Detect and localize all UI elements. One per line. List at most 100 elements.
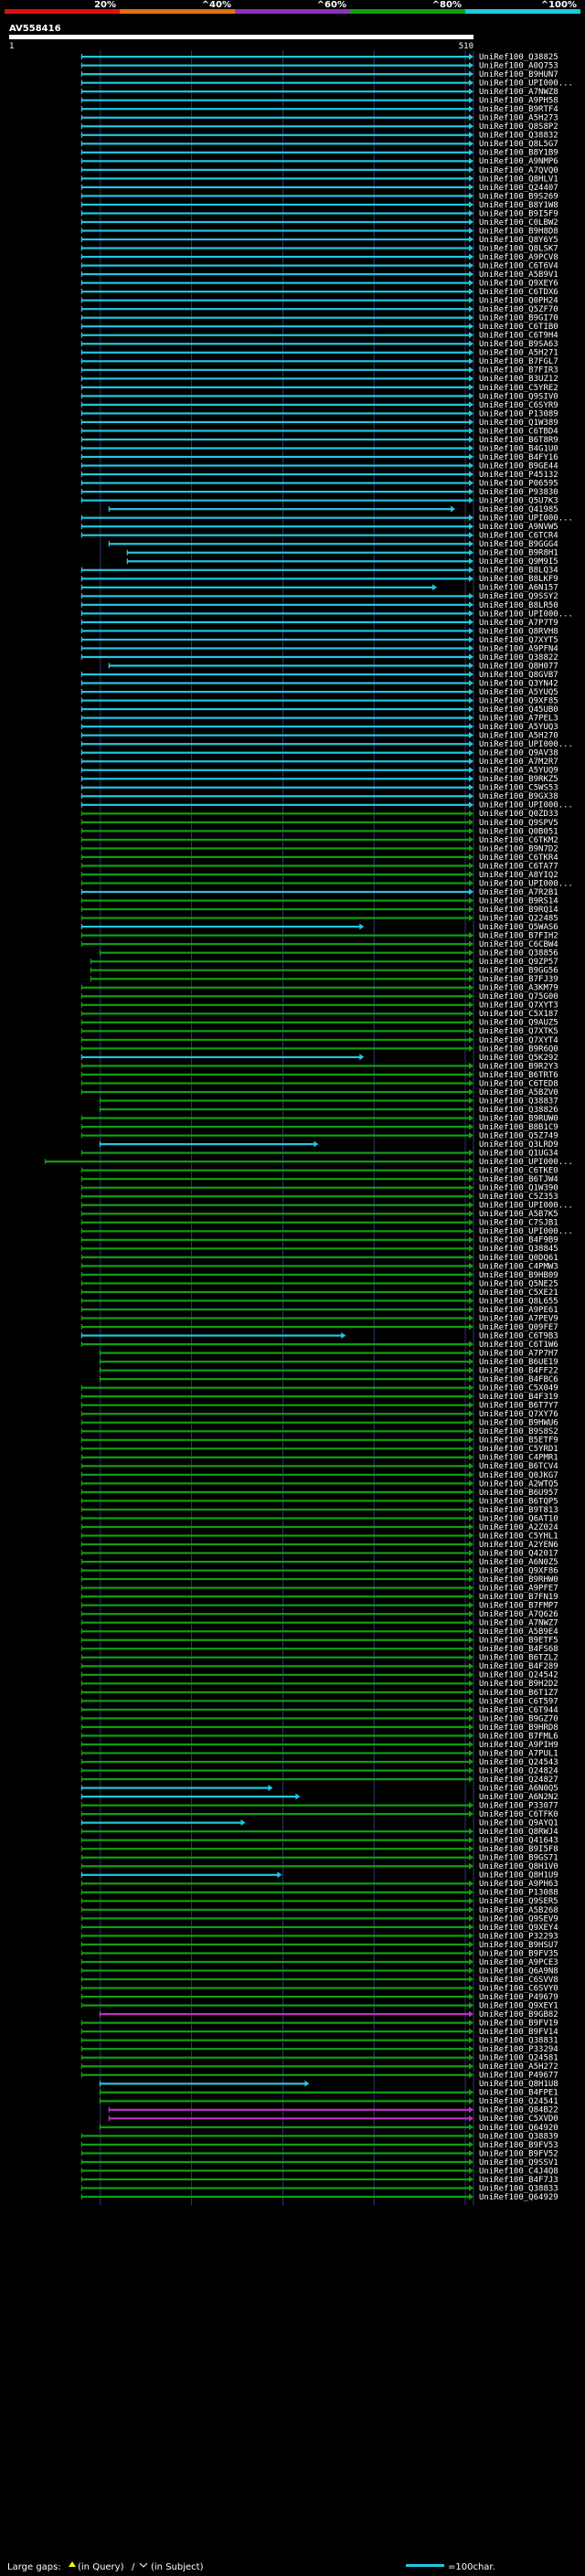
hit-label[interactable]: UniRef100_C6CBW4 [479, 940, 558, 949]
hit-bar[interactable] [80, 830, 471, 832]
hit-label[interactable]: UniRef100_B9GI70 [479, 314, 558, 323]
hit-label[interactable]: UniRef100_B7FMP7 [479, 1602, 558, 1611]
hit-bar[interactable] [80, 273, 471, 276]
hit-bar[interactable] [80, 1734, 471, 1737]
hit-bar[interactable] [80, 1908, 471, 1911]
hit-label[interactable]: UniRef100_B4G1U0 [479, 444, 558, 453]
hit-label[interactable]: UniRef100_Q0ZD33 [479, 810, 558, 819]
hit-bar[interactable] [80, 873, 471, 876]
hit-label[interactable]: UniRef100_Q7XY76 [479, 1410, 558, 1419]
hit-bar[interactable] [80, 1777, 471, 1781]
hit-label[interactable]: UniRef100_B9GZ70 [479, 1714, 558, 1723]
hit-label[interactable]: UniRef100_B6TQP5 [479, 1497, 558, 1506]
hit-label[interactable]: UniRef100_Q8RVH8 [479, 627, 558, 636]
hit-label[interactable]: UniRef100_Q38856 [479, 949, 558, 959]
hit-bar[interactable] [80, 1273, 471, 1276]
hit-label[interactable]: UniRef100_A5H270 [479, 732, 558, 741]
hit-bar[interactable] [108, 2117, 470, 2120]
hit-label[interactable]: UniRef100_C6T1W6 [479, 1341, 558, 1350]
hit-bar[interactable] [80, 1334, 343, 1337]
hit-bar[interactable] [80, 264, 471, 267]
hit-label[interactable]: UniRef100_B4FS68 [479, 1645, 558, 1654]
hit-label[interactable]: UniRef100_B4F319 [479, 1393, 558, 1402]
hit-bar[interactable] [80, 1700, 471, 1702]
hit-label[interactable]: UniRef100_C6SVY0 [479, 1984, 558, 1993]
hit-label[interactable]: UniRef100_A9PFN4 [479, 644, 558, 653]
hit-bar[interactable] [80, 943, 471, 946]
hit-label[interactable]: UniRef100_B4F7J3 [479, 2176, 558, 2185]
hit-label[interactable]: UniRef100_Q24581 [479, 2054, 558, 2063]
hit-bar[interactable] [90, 969, 471, 971]
hit-label[interactable]: UniRef100_Q84B22 [479, 2106, 558, 2115]
hit-label[interactable]: UniRef100_P33077 [479, 1802, 558, 1811]
hit-bar[interactable] [80, 890, 471, 894]
hit-label[interactable]: UniRef100_C6TCR4 [479, 532, 558, 541]
hit-label[interactable]: UniRef100_C6TIB0 [479, 323, 558, 332]
hit-bar[interactable] [80, 1621, 471, 1624]
hit-label[interactable]: UniRef100_Q38845 [479, 1245, 558, 1254]
hit-bar[interactable] [80, 760, 471, 763]
hit-label[interactable]: UniRef100_P06595 [479, 479, 558, 488]
hit-label[interactable]: UniRef100_UPI000... [479, 1158, 573, 1167]
hit-label[interactable]: UniRef100_A5YUQ9 [479, 767, 558, 776]
hit-label[interactable]: UniRef100_Q9XF86 [479, 1566, 558, 1575]
hit-label[interactable]: UniRef100_B9ETF5 [479, 1637, 558, 1646]
hit-bar[interactable] [80, 673, 471, 676]
hit-label[interactable]: UniRef100_B9I5F9 [479, 209, 558, 218]
hit-bar[interactable] [80, 1012, 471, 1015]
hit-label[interactable]: UniRef100_A7M2R7 [479, 758, 558, 767]
hit-bar[interactable] [99, 1099, 470, 1102]
hit-bar[interactable] [80, 2021, 471, 2024]
hit-label[interactable]: UniRef100_Q9ZP57 [479, 958, 558, 967]
hit-bar[interactable] [80, 795, 471, 798]
hit-bar[interactable] [80, 1221, 471, 1224]
hit-bar[interactable] [80, 934, 471, 937]
hit-label[interactable]: UniRef100_Q9SIV0 [479, 392, 558, 401]
hit-bar[interactable] [80, 1456, 471, 1458]
hit-bar[interactable] [80, 907, 471, 911]
hit-bar[interactable] [80, 926, 361, 928]
hit-bar[interactable] [80, 160, 471, 163]
hit-label[interactable]: UniRef100_Q8H1U8 [479, 2080, 558, 2089]
hit-bar[interactable] [80, 1830, 471, 1833]
hit-label[interactable]: UniRef100_Q75G00 [479, 992, 558, 1002]
hit-bar[interactable] [80, 1525, 471, 1529]
hit-label[interactable]: UniRef100_Q24824 [479, 1766, 558, 1776]
hit-label[interactable]: UniRef100_A9PIH9 [479, 1741, 558, 1750]
hit-label[interactable]: UniRef100_P13089 [479, 409, 558, 419]
hit-label[interactable]: UniRef100_P93830 [479, 488, 558, 497]
hit-label[interactable]: UniRef100_C5YRD1 [479, 1445, 558, 1454]
hit-bar[interactable] [80, 177, 471, 180]
hit-label[interactable]: UniRef100_Q3YN42 [479, 679, 558, 688]
hit-label[interactable]: UniRef100_B9SA63 [479, 340, 558, 349]
hit-label[interactable]: UniRef100_UPI000... [479, 740, 573, 749]
hit-label[interactable]: UniRef100_Q42017 [479, 1549, 558, 1558]
hit-bar[interactable] [80, 1265, 471, 1267]
hit-label[interactable]: UniRef100_C6TKR4 [479, 853, 558, 863]
hit-label[interactable]: UniRef100_B4F9B9 [479, 1236, 558, 1246]
hit-label[interactable]: UniRef100_A7PEL3 [479, 715, 558, 724]
hit-bar[interactable] [99, 1369, 470, 1372]
hit-bar[interactable] [80, 821, 471, 823]
hit-label[interactable]: UniRef100_Q41985 [479, 505, 558, 514]
hit-bar[interactable] [80, 1169, 471, 1171]
hit-label[interactable]: UniRef100_C6SYR9 [479, 401, 558, 410]
hit-bar[interactable] [80, 299, 471, 302]
hit-label[interactable]: UniRef100_Q24543 [479, 1758, 558, 1767]
hit-bar[interactable] [80, 1438, 471, 1441]
hit-bar[interactable] [80, 395, 471, 398]
hit-label[interactable]: UniRef100_A6N0Q5 [479, 1784, 558, 1793]
hit-label[interactable]: UniRef100_Q7XTK5 [479, 1027, 558, 1036]
hit-bar[interactable] [80, 595, 471, 598]
hit-label[interactable]: UniRef100_A7PEV9 [479, 1314, 558, 1323]
hit-bar[interactable] [80, 220, 471, 224]
hit-label[interactable]: UniRef100_Q38833 [479, 2184, 558, 2193]
hit-label[interactable]: UniRef100_B9RHW0 [479, 1575, 558, 1585]
hit-label[interactable]: UniRef100_B9S8S2 [479, 1427, 558, 1436]
hit-label[interactable]: UniRef100_Q38822 [479, 653, 558, 663]
hit-bar[interactable] [80, 655, 471, 659]
hit-bar[interactable] [126, 560, 470, 563]
hit-label[interactable]: UniRef100_B5ETF9 [479, 1436, 558, 1446]
hit-bar[interactable] [99, 2013, 470, 2016]
hit-label[interactable]: UniRef100_A5B268 [479, 1906, 558, 1915]
